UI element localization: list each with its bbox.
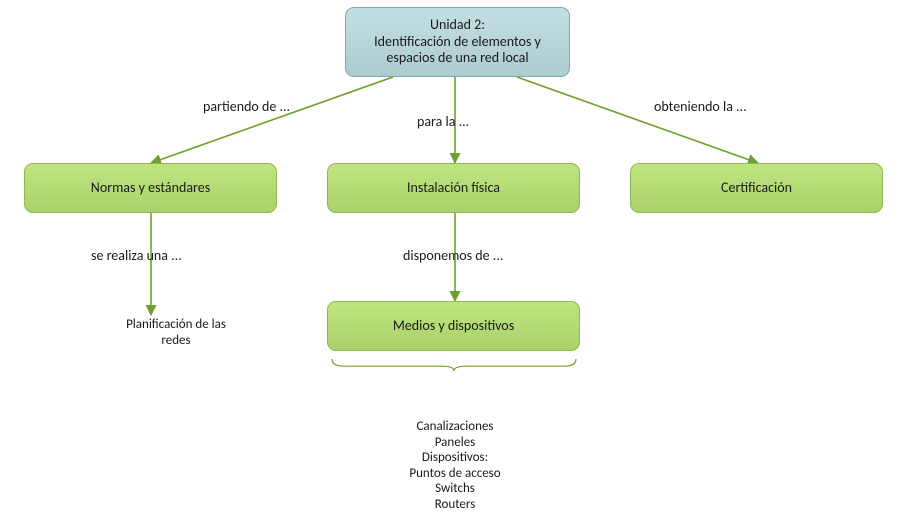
text-planificacion-content: Planificación de lasredes — [126, 317, 226, 348]
node-normas: Normas y estándares — [24, 163, 277, 213]
node-instalacion: Instalación física — [327, 163, 580, 213]
text-lista-content: CanalizacionesPanelesDispositivos:Puntos… — [409, 419, 500, 512]
edge-label-partiendo-text: partiendo de ... — [203, 98, 290, 115]
edge-label-disponemos-text: disponemos de ... — [403, 247, 503, 264]
node-certificacion: Certificación — [630, 163, 883, 213]
text-lista: CanalizacionesPanelesDispositivos:Puntos… — [370, 419, 540, 513]
edge-label-se-realiza-text: se realiza una ... — [91, 247, 182, 264]
node-certificacion-text: Certificación — [721, 180, 792, 197]
edge-label-obteniendo: obteniendo la ... — [654, 99, 747, 116]
node-instalacion-text: Instalación física — [407, 180, 500, 197]
edge-label-disponemos: disponemos de ... — [403, 248, 503, 265]
edge-label-para-text: para la ... — [417, 113, 469, 130]
node-root: Unidad 2:Identificación de elementos yes… — [345, 7, 570, 77]
text-planificacion: Planificación de lasredes — [96, 317, 256, 348]
node-root-text: Unidad 2:Identificación de elementos yes… — [374, 17, 541, 67]
node-normas-text: Normas y estándares — [91, 180, 210, 197]
edge-label-se-realiza: se realiza una ... — [91, 248, 182, 265]
edge-label-partiendo: partiendo de ... — [203, 99, 290, 116]
edge-label-para: para la ... — [417, 114, 469, 131]
edge-label-obteniendo-text: obteniendo la ... — [654, 98, 747, 115]
node-medios: Medios y dispositivos — [327, 301, 580, 351]
node-medios-text: Medios y dispositivos — [393, 318, 514, 335]
